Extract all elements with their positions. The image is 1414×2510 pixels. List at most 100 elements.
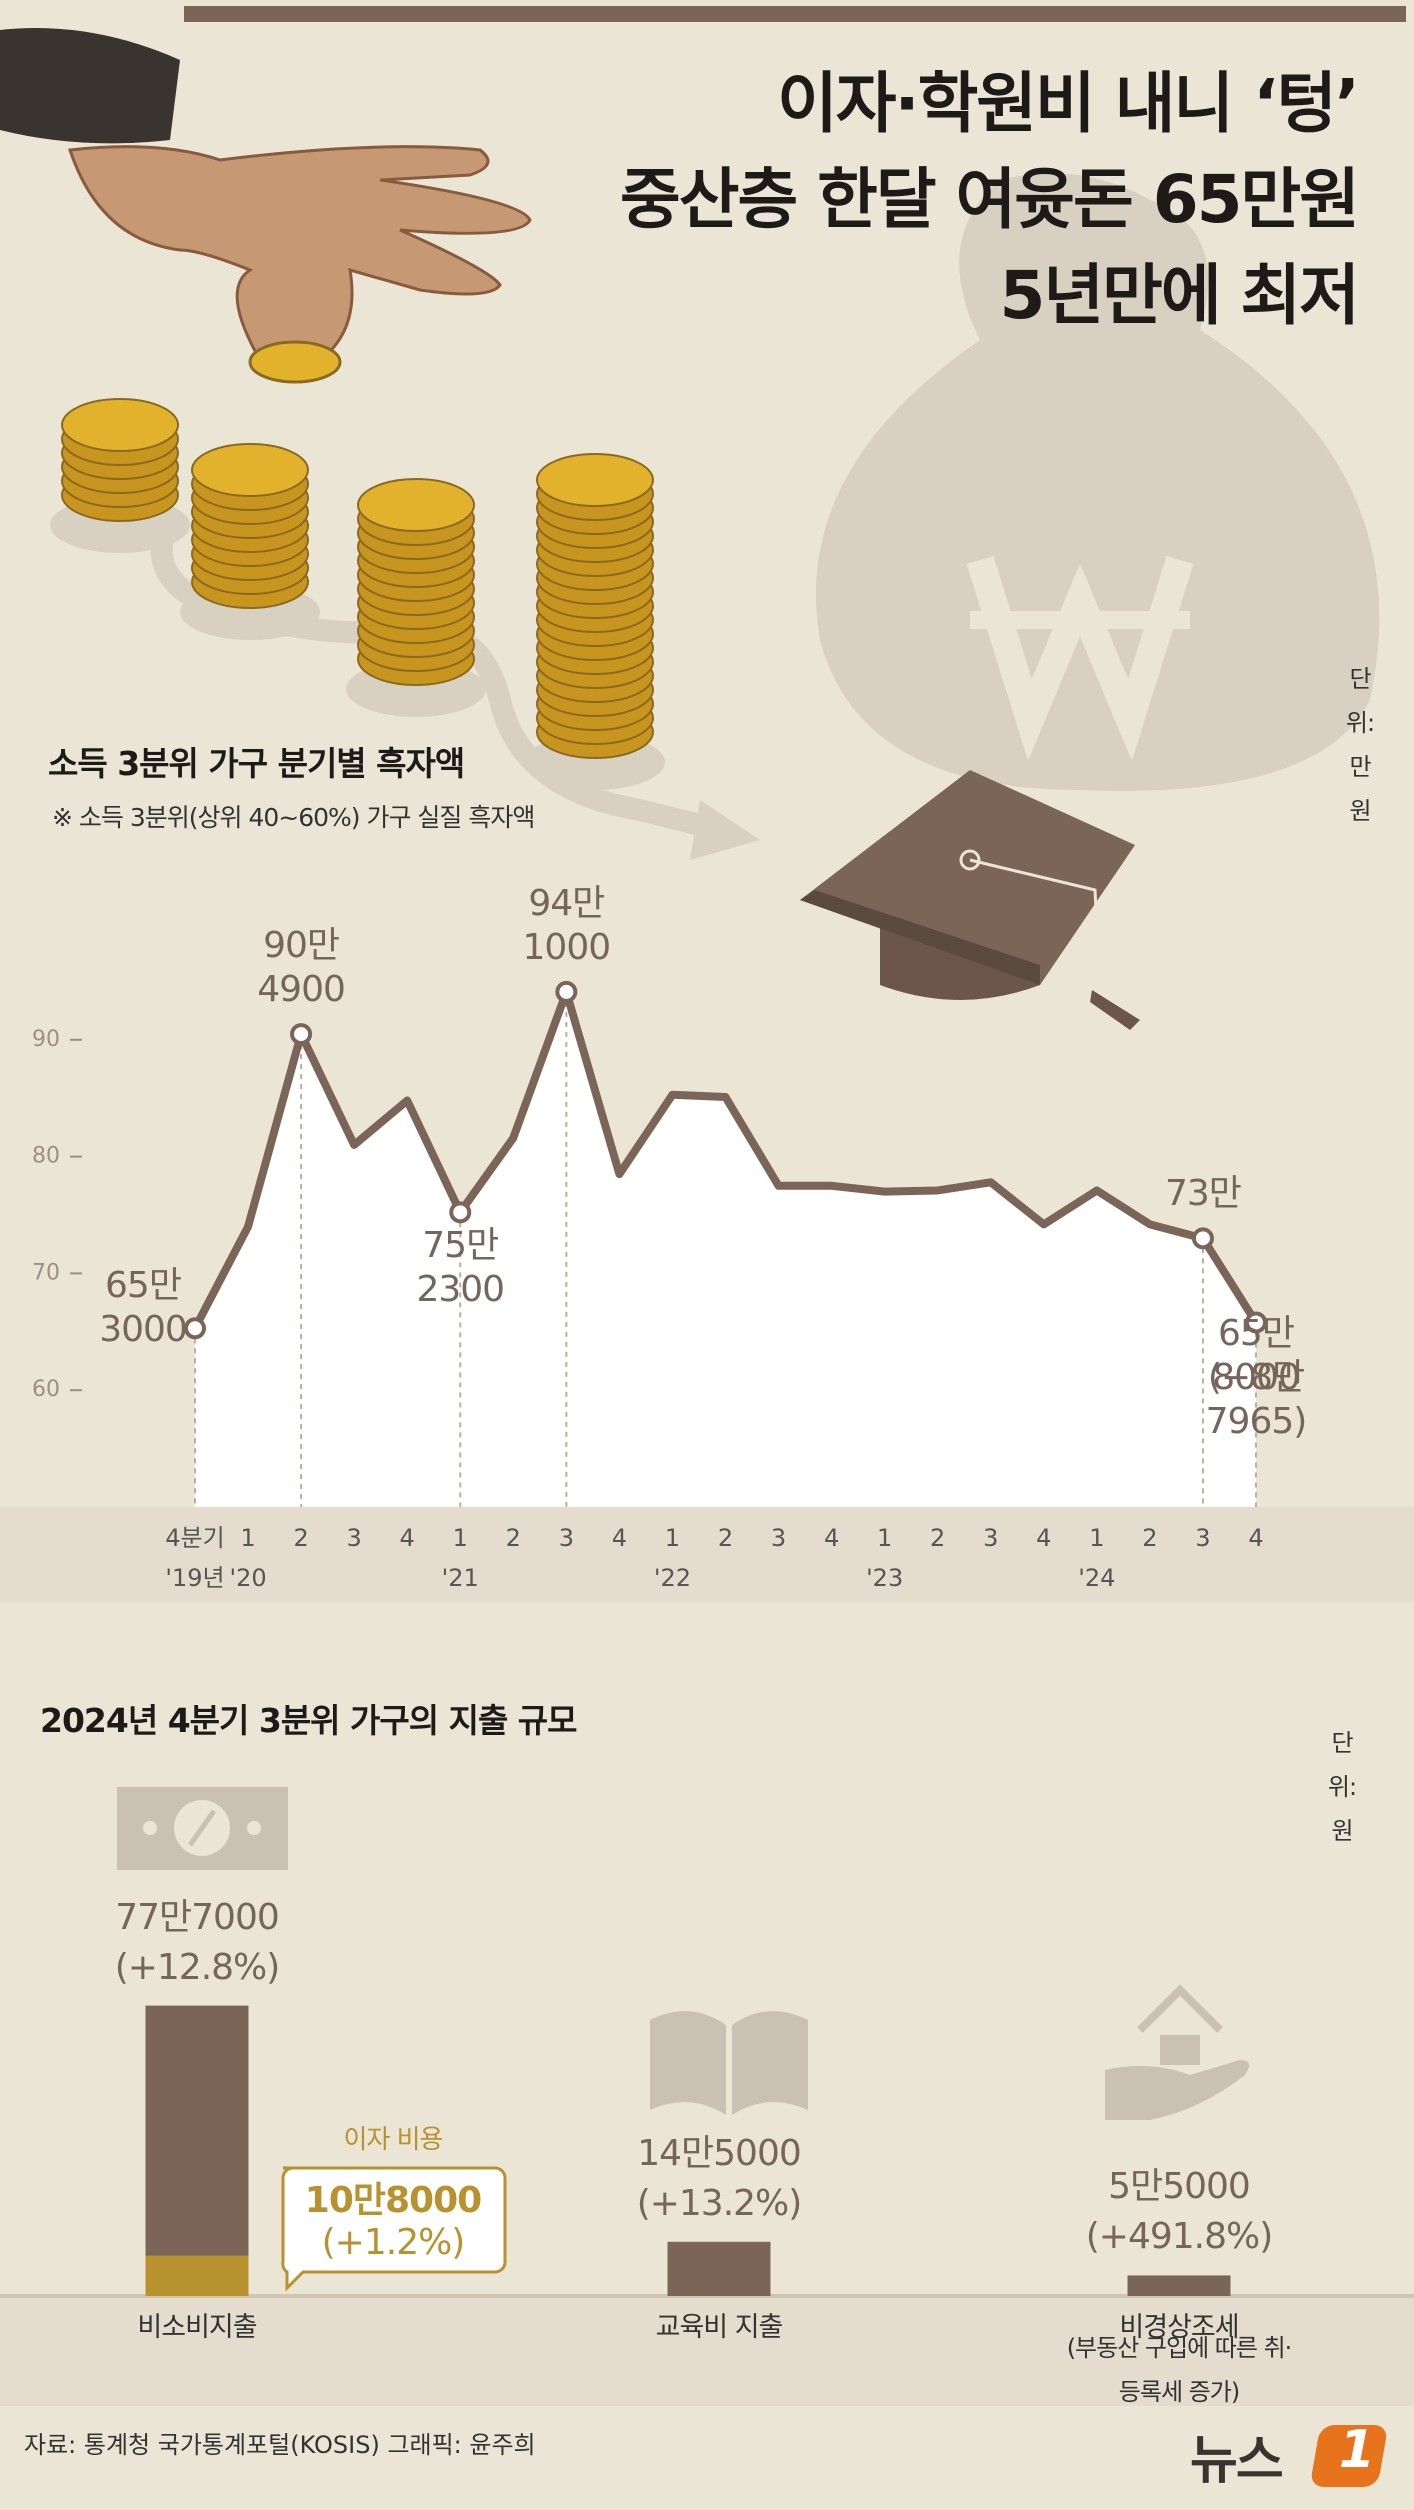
x-tick-label: 2 (1142, 1524, 1157, 1552)
bar-segment (145, 2255, 249, 2296)
coin (248, 340, 342, 384)
point (1245, 1311, 1267, 1334)
palm (1105, 2060, 1249, 2120)
coin (357, 478, 475, 532)
money-bag (815, 173, 1380, 791)
value-label: 14만5000 (637, 2132, 802, 2174)
annotation: (−8만7965) (1205, 1357, 1308, 1443)
bar-ground (0, 2296, 1414, 2406)
roof (1137, 1984, 1223, 2033)
data-label: 75만 2300 (416, 1225, 505, 1311)
category-label: 비경상조세 (1119, 2312, 1239, 2343)
x-axis-band (0, 1507, 1414, 1602)
category-note: (부동산 구입에 따른 취·등록세 증가) (1066, 2334, 1293, 2406)
data-label: 90만 4900 (257, 925, 346, 1011)
logo-box (1311, 2425, 1387, 2487)
year-label: '19년 (165, 1564, 224, 1592)
data-label: 65만8000 (1212, 1313, 1301, 1399)
line (191, 987, 1260, 1331)
y-tick-label: 70 (32, 1260, 60, 1285)
x-tick-label: 3 (559, 1524, 574, 1552)
y-tick-label: 60 (32, 1377, 60, 1402)
value-label: 5만5000 (1108, 2166, 1251, 2208)
unit-label: 단위: 원 (1327, 1729, 1357, 1845)
x-tick-label: 3 (771, 1524, 786, 1552)
year-label: '21 (442, 1564, 479, 1592)
chart-title: 소득 3분위 가구 분기별 흑자액 (48, 744, 465, 783)
x-tick-label: 1 (453, 1524, 468, 1552)
x-tick-label: 1 (877, 1524, 892, 1552)
category-label: 교육비 지출 (655, 2312, 784, 2343)
data-label: 73만 (1164, 1173, 1242, 1215)
sleeve (0, 28, 180, 144)
source: 자료: 통계청 국가통계포털(KOSIS) 그래픽: 윤주희 (24, 2431, 536, 2459)
x-tick-label: 2 (930, 1524, 945, 1552)
data-label: 65만 3000 (99, 1265, 188, 1351)
x-tick-label: 3 (1195, 1524, 1210, 1552)
cap-tassel (969, 858, 1102, 991)
coin (191, 443, 309, 497)
bar (145, 2005, 249, 2296)
book-left (650, 2011, 726, 2115)
point (449, 1201, 472, 1224)
x-tick-label: 2 (718, 1524, 733, 1552)
value-label: 77만7000 (115, 1896, 280, 1938)
x-tick-label: 4 (400, 1524, 415, 1552)
cap-button (959, 849, 981, 871)
data-label: 94만 1000 (522, 882, 612, 968)
arrow-head (690, 800, 760, 860)
x-tick-label: 4 (824, 1524, 839, 1552)
house (1160, 2035, 1200, 2065)
tassel-end (1090, 990, 1140, 1030)
book-right (732, 2011, 808, 2115)
house-hand-icon (1105, 1984, 1249, 2120)
grad-cap (800, 770, 1140, 1030)
x-tick-label: 2 (293, 1524, 308, 1552)
bill-dot (247, 1821, 261, 1835)
segment-value-label: 10만8000 (304, 2180, 482, 2221)
point (290, 1023, 313, 1046)
bag-body (815, 173, 1380, 791)
bar (667, 2241, 771, 2296)
year-label: '23 (866, 1564, 903, 1592)
cap-edge (800, 890, 1040, 985)
point (184, 1317, 206, 1340)
cap-top (800, 770, 1135, 985)
change-label: (+491.8%) (1085, 2216, 1274, 2258)
x-tick-label: 4분기 (165, 1524, 224, 1552)
year-label: '22 (654, 1564, 691, 1592)
percent-icon (117, 1787, 288, 1870)
hand (0, 28, 532, 384)
x-tick-label: 1 (665, 1524, 680, 1552)
x-tick-label: 2 (506, 1524, 521, 1552)
coin-stacks (50, 398, 665, 790)
area (195, 991, 1256, 1507)
hand-shape (67, 145, 532, 372)
x-tick-label: 1 (1089, 1524, 1104, 1552)
coin (61, 398, 179, 452)
x-tick-label: 4 (1036, 1524, 1051, 1552)
chart-title: 2024년 4분기 3분위 가구의 지출 규모 (40, 1701, 578, 1740)
callout (281, 2166, 507, 2292)
change-label: (+13.2%) (636, 2182, 803, 2224)
bar (1127, 2275, 1231, 2296)
unit-label: 단위: 만 원 (1345, 665, 1375, 825)
year-label: '24 (1078, 1564, 1115, 1592)
x-tick-label: 4 (612, 1524, 627, 1552)
year-label: '20 (229, 1564, 266, 1592)
logo-text: 뉴스 (1190, 2431, 1284, 2491)
x-tick-label: 1 (240, 1524, 255, 1552)
y-tick-label: 90 (32, 1027, 60, 1052)
segment-change-label: (+1.2%) (321, 2222, 466, 2263)
top-stripe (184, 6, 1406, 22)
won-sign (966, 555, 1194, 761)
chart-subtitle: ※ 소득 3분위(상위 40~60%) 가구 실질 흑자액 (52, 803, 535, 832)
x-tick-label: 4 (1248, 1524, 1263, 1552)
book-icon (650, 2011, 808, 2115)
percent-slash (187, 1809, 217, 1847)
logo-number: 1 (1338, 2420, 1376, 2480)
category-label: 비소비지출 (137, 2312, 257, 2343)
y-tick-label: 80 (32, 1144, 60, 1169)
bill-dot (143, 1821, 157, 1835)
